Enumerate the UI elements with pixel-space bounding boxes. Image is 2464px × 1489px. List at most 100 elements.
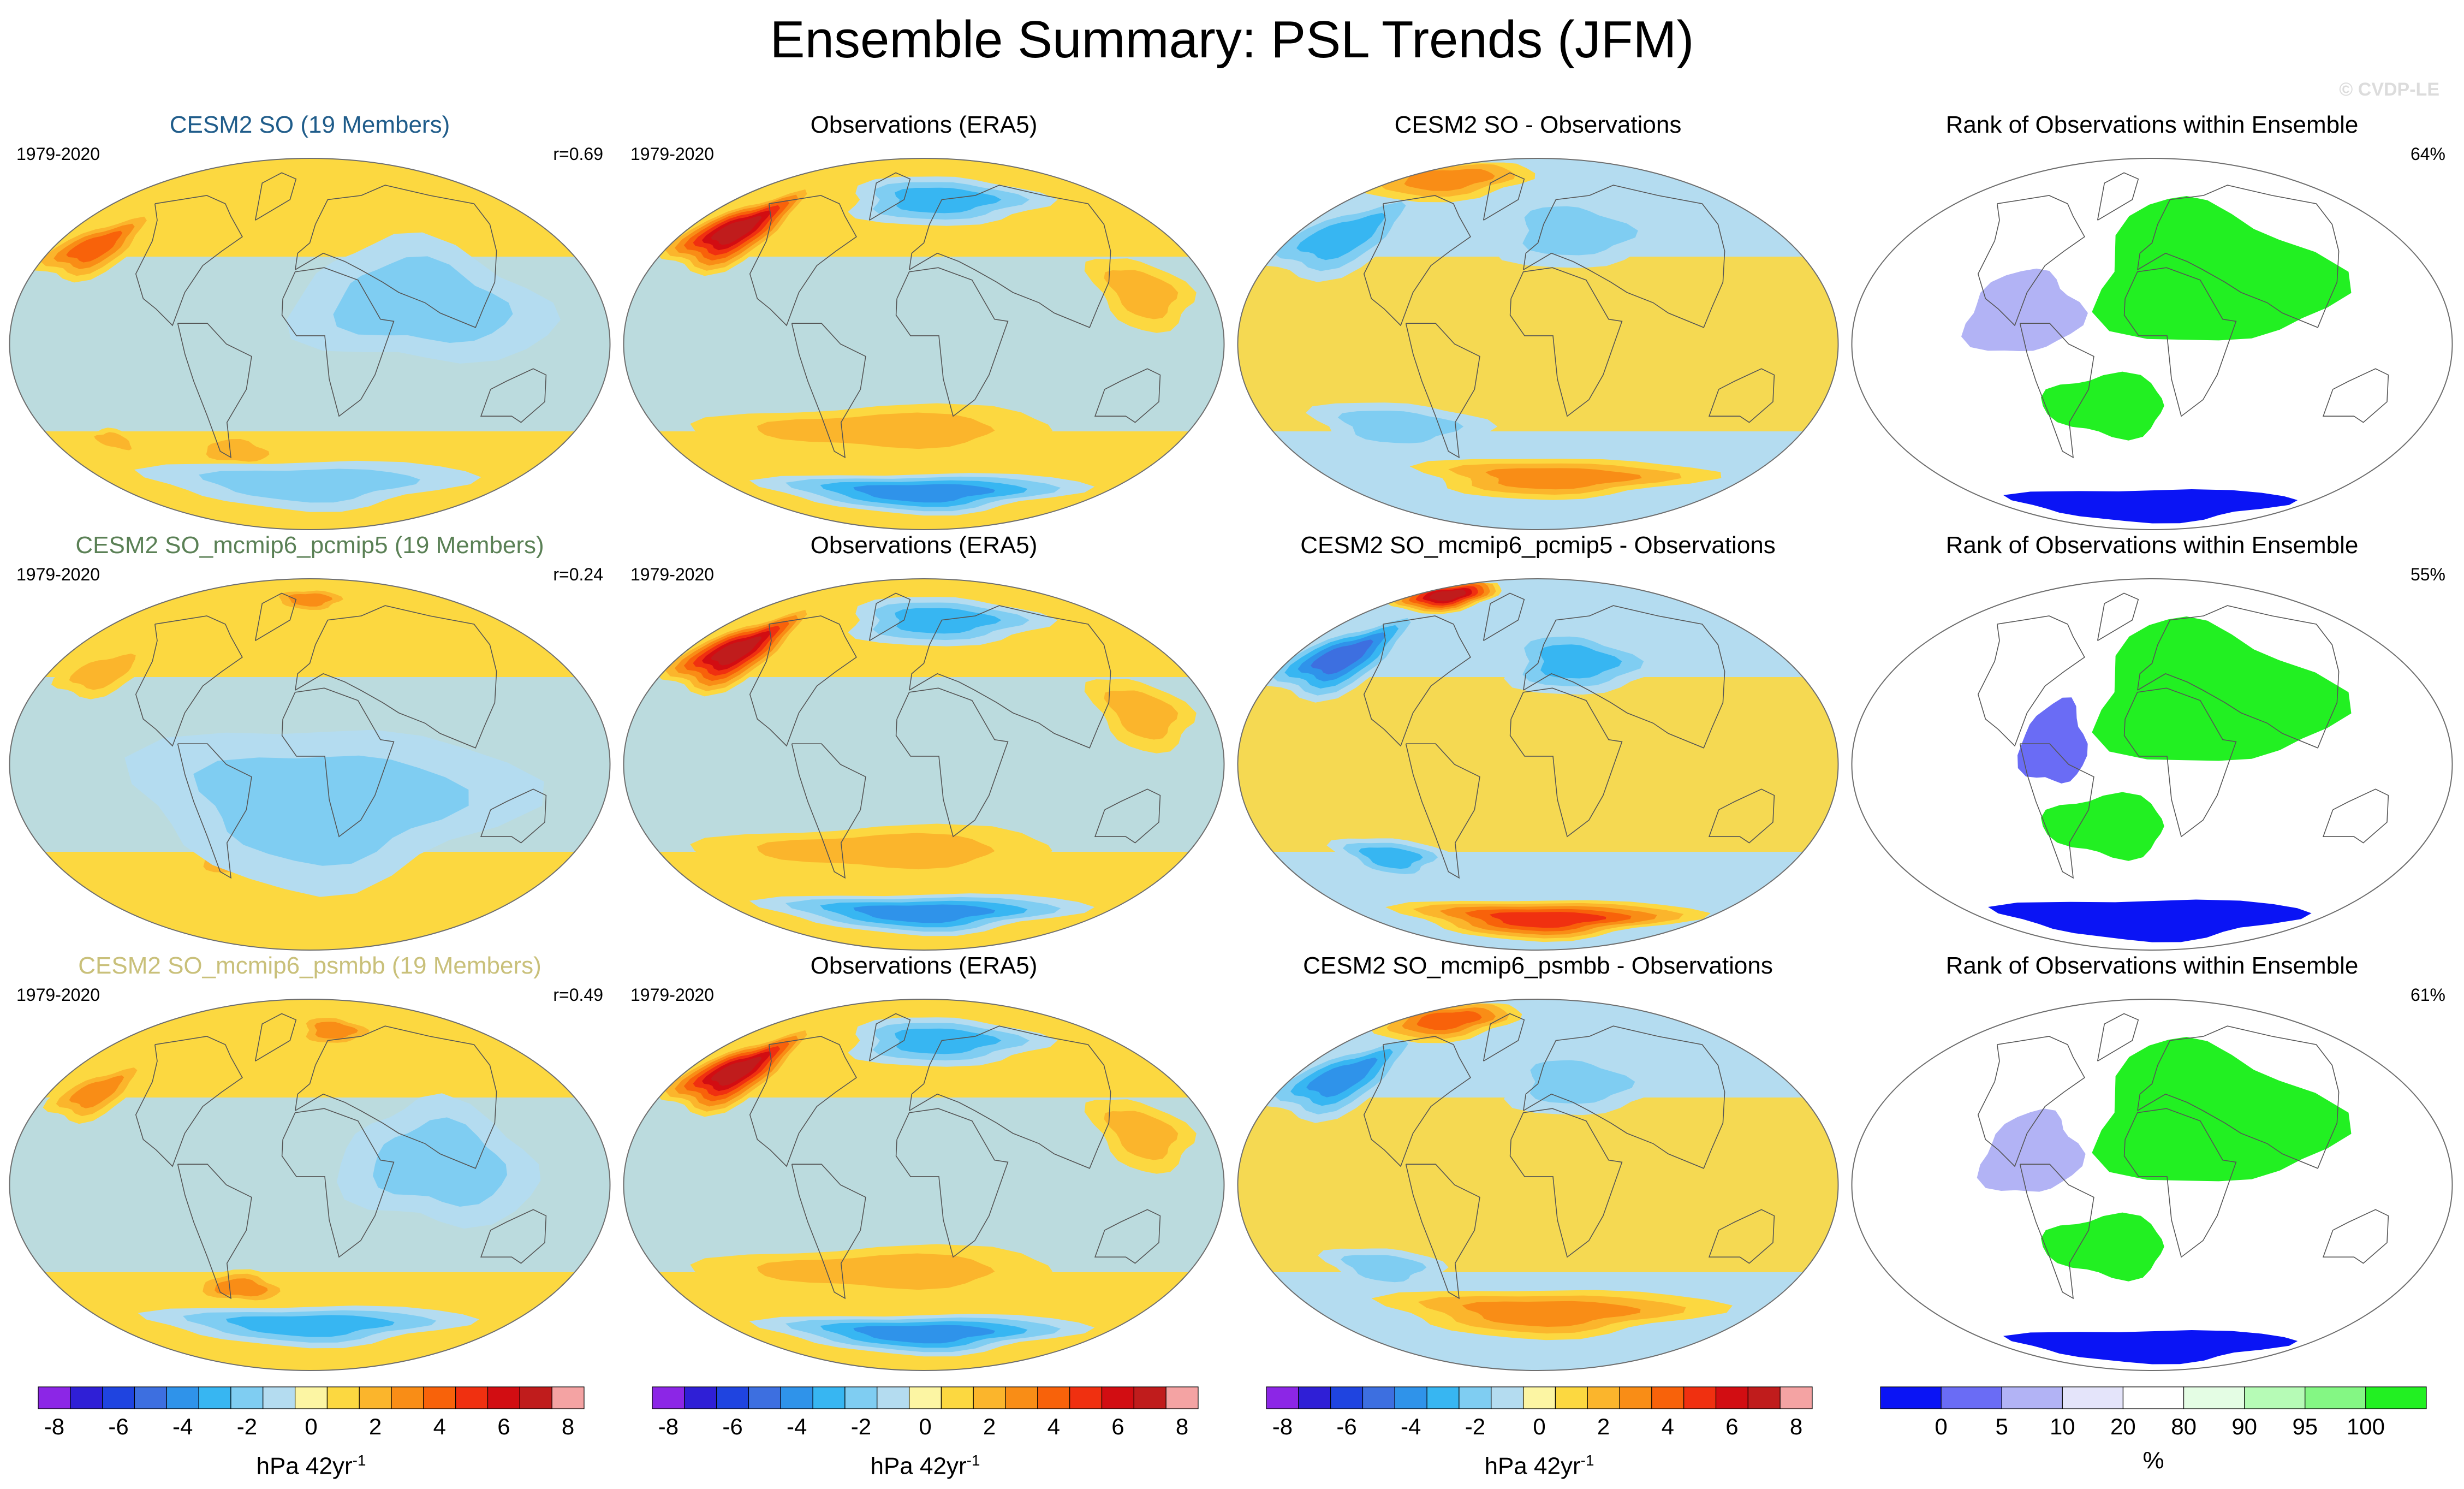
trend-contour [333,256,513,343]
trend-colorbar-2: -8 -6 -4 -2 0 2 4 6 8 hPa 42yr-1 [650,1384,1201,1482]
trend-contour [1359,847,1423,869]
colorbar-swatch [230,1386,264,1409]
rank-colorbar: 0 5 10 20 80 90 95 100 % [1878,1384,2429,1482]
trend-contour [853,904,996,923]
rank-panel-row3: Rank of Observations within Ensemble 61% [1848,950,2456,1376]
coastline [909,1025,1111,1169]
colorbar-tick-label: 4 [1662,1414,1674,1439]
trend-colorbar-1: -8 -6 -4 -2 0 2 4 6 8 hPa 42yr-1 [35,1384,587,1482]
obs-map [623,578,1225,951]
coastline [868,172,911,221]
colorbar-swatch [519,1386,552,1409]
colorbar-swatch [2305,1386,2366,1409]
colorbar-swatch [1362,1386,1395,1409]
ensemble-title: CESM2 SO_mcmip6_psmbb (19 Members) [78,952,541,979]
colorbar-tick-label: 6 [497,1414,510,1439]
colorbar-swatch [134,1386,167,1409]
colorbar-tick-label: 4 [1048,1414,1060,1439]
colorbar-swatch [748,1386,781,1409]
ensemble-panel-row3: CESM2 SO_mcmip6_psmbb (19 Members) 1979-… [5,950,614,1376]
coastline [791,743,866,879]
coastline [895,687,1009,838]
trend-contour [1462,1301,1641,1327]
coastline [1977,195,2085,327]
coastline [2097,592,2139,641]
trend-contour [1341,1255,1427,1283]
colorbar-swatch [1619,1386,1652,1409]
colorbar-swatch [844,1386,878,1409]
colorbar-tick-label: -6 [108,1414,128,1439]
colorbar-swatch [1069,1386,1103,1409]
period-label: 1979-2020 [16,144,100,164]
ensemble-title: CESM2 SO_mcmip6_pcmip5 (19 Members) [75,532,544,559]
trend-contour [1529,1060,1635,1104]
colorbar-swatch [38,1386,71,1409]
rank-region [2003,1330,2298,1365]
ensemble-panel-row1: CESM2 SO (19 Members) 1979-2020 r=0.69 [5,109,614,535]
colorbar-tick-label: 6 [1725,1414,1738,1439]
map-border [1237,999,1839,1371]
correlation-label: r=0.24 [553,565,603,584]
trend-colorbar-3: -8 -6 -4 -2 0 2 4 6 8 hPa 42yr-1 [1264,1384,1815,1482]
diff-title: CESM2 SO_mcmip6_pcmip5 - Observations [1300,532,1776,559]
diff-map [1237,999,1839,1371]
coastline [749,1036,857,1167]
coastline [177,743,252,879]
coastline [1363,615,1471,747]
rank-title: Rank of Observations within Ensemble [1945,111,2359,138]
colorbar-swatch [1005,1386,1038,1409]
trend-contour [757,412,995,449]
obs-title: Observations (ERA5) [810,111,1038,138]
coastline [281,267,395,417]
rank-title: Rank of Observations within Ensemble [1945,532,2359,559]
coastline [1405,323,1480,459]
coastline [868,1013,911,1061]
trend-contour [1104,1111,1179,1160]
coastline [254,1013,297,1061]
coastline [295,605,497,749]
trend-contour [1522,206,1638,256]
coastline [295,1025,497,1169]
colorbar-tick-label: -8 [658,1414,679,1439]
coastline [135,615,243,747]
colorbar-swatch [1101,1386,1134,1409]
map-band [1237,257,1838,431]
trend-contour [69,654,136,690]
colorbar-tick-label: -2 [237,1414,257,1439]
coastline [135,195,243,327]
colorbar-swatch [166,1386,199,1409]
colorbar-swatch [1651,1386,1685,1409]
obs-panel-row3: Observations (ERA5) 1979-2020 [620,950,1228,1376]
colorbar-tick-label: 20 [2110,1414,2136,1439]
diff-map [1237,158,1839,530]
colorbar-tick-label: 6 [1111,1414,1124,1439]
trend-contour [1485,468,1642,490]
colorbar-swatch [1165,1386,1199,1409]
coastline [1708,788,1775,844]
colorbar-tick-label: 5 [1996,1414,2008,1439]
colorbar-swatch [102,1386,135,1409]
coastline [1405,1164,1480,1300]
rank-region [2092,1037,2352,1182]
coastline [1094,1209,1161,1264]
rank-title: Rank of Observations within Ensemble [1945,952,2359,979]
watermark: © CVDP-LE [2339,79,2439,100]
colorbar-tick-label: 0 [919,1414,931,1439]
diff-title: CESM2 SO - Observations [1394,111,1682,138]
colorbar-tick-label: 2 [983,1414,996,1439]
colorbar-units: hPa 42yr-1 [256,1452,366,1480]
colorbar-swatch [1491,1386,1524,1409]
colorbar-swatch [1715,1386,1748,1409]
trend-contour [1337,411,1464,443]
coastline [177,323,252,459]
coastline [1483,1013,1525,1061]
colorbar-swatch [551,1386,585,1409]
diff-panel-row1: CESM2 SO - Observations [1234,109,1842,535]
colorbar-units: hPa 42yr-1 [1484,1452,1594,1480]
colorbar-swatches: -8 -6 -4 -2 0 2 4 6 8 [652,1386,1199,1439]
colorbar-swatch [1683,1386,1717,1409]
coastline [177,1164,252,1300]
period-label: 1979-2020 [630,985,715,1005]
map-border [1237,158,1839,530]
colorbar-swatch [2001,1386,2063,1409]
